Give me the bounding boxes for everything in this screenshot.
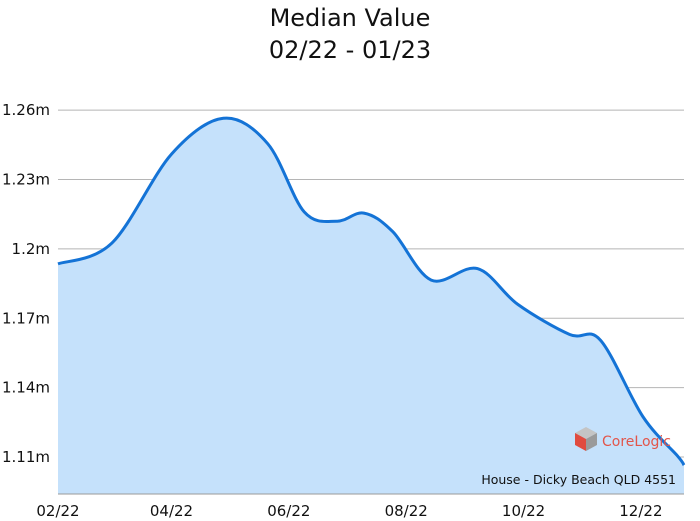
x-tick-label: 04/22 bbox=[150, 502, 193, 520]
x-tick-label: 08/22 bbox=[385, 502, 428, 520]
y-tick-label: 1.14m bbox=[2, 379, 50, 397]
chart-subtitle: 02/22 - 01/23 bbox=[268, 36, 432, 64]
y-axis-ticks: 1.11m 1.14m 1.17m 1.2m 1.23m 1.26m bbox=[2, 101, 50, 466]
y-tick-label: 1.11m bbox=[2, 448, 50, 466]
x-tick-label: 02/22 bbox=[36, 502, 79, 520]
area-fill bbox=[58, 118, 684, 494]
x-tick-label: 12/22 bbox=[619, 502, 662, 520]
series-line bbox=[57, 116, 686, 466]
x-axis-ticks: 02/22 04/22 06/22 08/22 10/22 12/22 bbox=[36, 502, 662, 520]
corelogic-logo: CoreLogic bbox=[575, 427, 671, 451]
logo-wordmark: CoreLogic bbox=[602, 434, 671, 450]
y-tick-label: 1.2m bbox=[12, 240, 50, 258]
cube-icon bbox=[575, 427, 597, 451]
x-tick-label: 06/22 bbox=[267, 502, 310, 520]
chart-footnote: House - Dicky Beach QLD 4551 bbox=[481, 472, 676, 487]
y-tick-label: 1.23m bbox=[2, 171, 50, 189]
x-tick-label: 10/22 bbox=[502, 502, 545, 520]
chart-title: Median Value bbox=[269, 4, 431, 32]
y-tick-label: 1.17m bbox=[2, 309, 50, 327]
y-tick-label: 1.26m bbox=[2, 101, 50, 119]
